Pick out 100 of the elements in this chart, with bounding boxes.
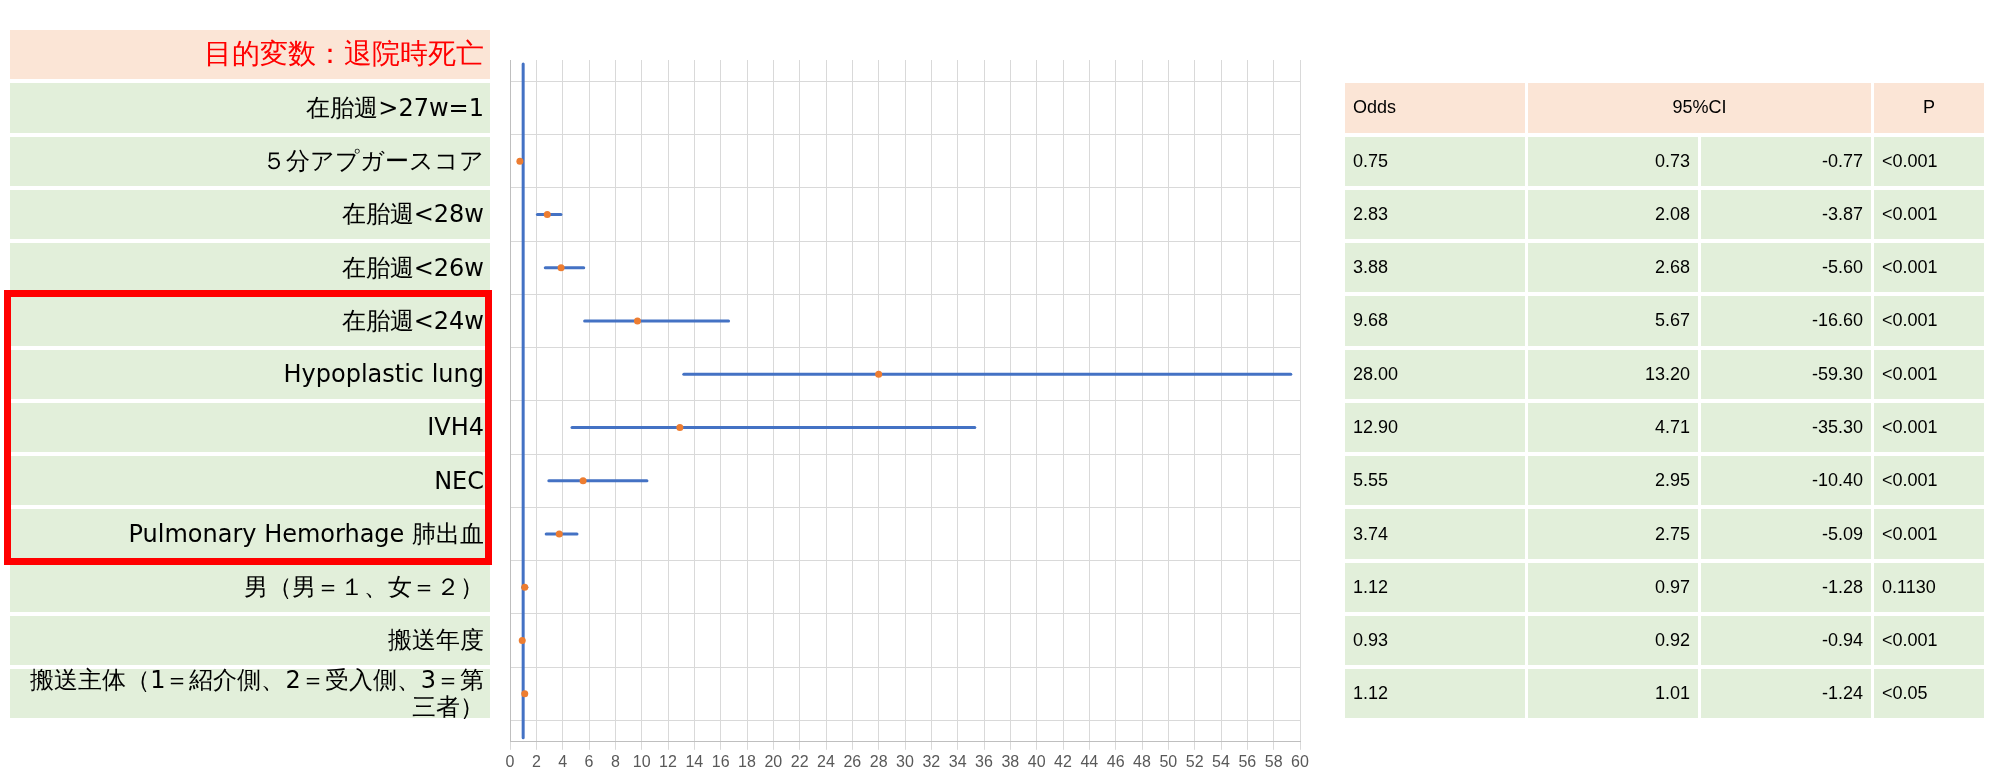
text: 95%CI bbox=[1528, 83, 1871, 133]
x-tick-label: 32 bbox=[922, 752, 941, 770]
x-tick-label: 18 bbox=[738, 752, 756, 770]
x-tick-label: 50 bbox=[1159, 752, 1178, 770]
text: 1.12 bbox=[1345, 669, 1525, 719]
text: 13.20 bbox=[1528, 349, 1698, 399]
x-tick-label: 34 bbox=[948, 752, 967, 770]
x-tick-label: 8 bbox=[610, 752, 620, 770]
text: 0.93 bbox=[1345, 615, 1525, 666]
x-tick-label: 44 bbox=[1080, 752, 1099, 770]
y-tick-label: 搬送主体（1＝紹介側、2＝受入側、3＝第三者） bbox=[10, 666, 490, 721]
y-tick-label: 在胎週<24w bbox=[10, 296, 490, 346]
text: <0.001 bbox=[1874, 136, 1984, 186]
x-tick-label: 56 bbox=[1238, 752, 1257, 770]
text: <0.001 bbox=[1874, 189, 1984, 240]
text: <0.001 bbox=[1874, 402, 1984, 453]
text: -5.60 bbox=[1701, 243, 1871, 293]
y-tick-label: 在胎週<26w bbox=[10, 243, 490, 293]
text: 0.75 bbox=[1345, 136, 1525, 186]
text: -5.09 bbox=[1701, 509, 1871, 559]
text: <0.05 bbox=[1874, 669, 1984, 719]
text: <0.001 bbox=[1874, 615, 1984, 666]
text: <0.001 bbox=[1874, 243, 1984, 293]
text: 2.95 bbox=[1528, 456, 1698, 506]
x-tick-label: 58 bbox=[1264, 752, 1283, 770]
text: -16.60 bbox=[1701, 296, 1871, 346]
x-tick-label: 48 bbox=[1133, 752, 1151, 770]
x-tick-label: 38 bbox=[1001, 752, 1020, 770]
x-tick-label: 22 bbox=[790, 752, 809, 770]
text: 5.55 bbox=[1345, 456, 1525, 506]
text: 2.08 bbox=[1528, 189, 1698, 240]
x-tick-label: 42 bbox=[1054, 752, 1072, 770]
y-tick-label: 在胎週>27w=1 bbox=[10, 83, 490, 133]
text: 12.90 bbox=[1345, 402, 1525, 453]
point bbox=[518, 637, 526, 645]
x-tick-label: 52 bbox=[1185, 752, 1204, 770]
text: -0.94 bbox=[1701, 615, 1871, 666]
text: -0.77 bbox=[1701, 136, 1871, 186]
y-tick-label: 在胎週<28w bbox=[10, 189, 490, 240]
text: -3.87 bbox=[1701, 189, 1871, 240]
y-tick-label: NEC bbox=[10, 456, 490, 506]
point bbox=[555, 530, 563, 538]
x-tick-label: 4 bbox=[558, 752, 568, 770]
text: 1.01 bbox=[1528, 669, 1698, 719]
x-tick-label: 10 bbox=[632, 752, 651, 770]
y-tick-label: 男（男＝１、女＝２） bbox=[10, 562, 490, 612]
x-tick-label: 6 bbox=[584, 752, 594, 770]
point bbox=[633, 317, 641, 325]
point bbox=[676, 424, 684, 432]
x-tick-label: 46 bbox=[1106, 752, 1125, 770]
text: P bbox=[1874, 83, 1984, 133]
x-tick-label: 0 bbox=[505, 752, 515, 770]
text: 0.92 bbox=[1528, 615, 1698, 666]
text: 3.88 bbox=[1345, 243, 1525, 293]
chart-title: 目的変数：退院時死亡 bbox=[10, 30, 490, 80]
text: -35.30 bbox=[1701, 402, 1871, 453]
point bbox=[543, 210, 551, 218]
y-tick-label: IVH4 bbox=[10, 402, 490, 453]
text: 3.74 bbox=[1345, 509, 1525, 559]
point bbox=[579, 477, 587, 485]
text: 2.83 bbox=[1345, 189, 1525, 240]
x-tick-label: 20 bbox=[764, 752, 783, 770]
x-tick-label: 26 bbox=[843, 752, 862, 770]
x-tick-label: 14 bbox=[685, 752, 704, 770]
text: -10.40 bbox=[1701, 456, 1871, 506]
y-tick-label: 搬送年度 bbox=[10, 615, 490, 666]
text: <0.001 bbox=[1874, 349, 1984, 399]
text: 0.1130 bbox=[1874, 562, 1984, 612]
text: 0.97 bbox=[1528, 562, 1698, 612]
text: <0.001 bbox=[1874, 456, 1984, 506]
x-tick-label: 2 bbox=[531, 752, 541, 770]
text: 1.12 bbox=[1345, 562, 1525, 612]
text: 0.73 bbox=[1528, 136, 1698, 186]
x-tick-label: 24 bbox=[817, 752, 835, 770]
x-tick-label: 28 bbox=[869, 752, 888, 770]
y-tick-label: Hypoplastic lung bbox=[10, 349, 490, 399]
text: 4.71 bbox=[1528, 402, 1698, 453]
x-tick-label: 16 bbox=[711, 752, 730, 770]
text: <0.001 bbox=[1874, 509, 1984, 559]
point bbox=[875, 370, 883, 378]
text: -1.24 bbox=[1701, 669, 1871, 719]
text: -59.30 bbox=[1701, 349, 1871, 399]
text: 9.68 bbox=[1345, 296, 1525, 346]
x-tick-label: 36 bbox=[975, 752, 993, 770]
x-tick-label: 40 bbox=[1027, 752, 1046, 770]
y-tick-label: Pulmonary Hemorhage 肺出血 bbox=[10, 509, 490, 559]
text: 5.67 bbox=[1528, 296, 1698, 346]
text: -1.28 bbox=[1701, 562, 1871, 612]
x-tick-label: 54 bbox=[1212, 752, 1230, 770]
x-tick-label: 30 bbox=[896, 752, 914, 770]
text: Odds bbox=[1345, 83, 1525, 133]
text: 2.75 bbox=[1528, 509, 1698, 559]
text: 28.00 bbox=[1345, 349, 1525, 399]
text: 2.68 bbox=[1528, 243, 1698, 293]
text: <0.001 bbox=[1874, 296, 1984, 346]
x-tick-label: 60 bbox=[1291, 752, 1309, 770]
y-tick-label: ５分アプガースコア bbox=[10, 136, 490, 186]
point bbox=[516, 157, 524, 165]
x-tick-label: 12 bbox=[659, 752, 677, 770]
point bbox=[557, 264, 565, 272]
